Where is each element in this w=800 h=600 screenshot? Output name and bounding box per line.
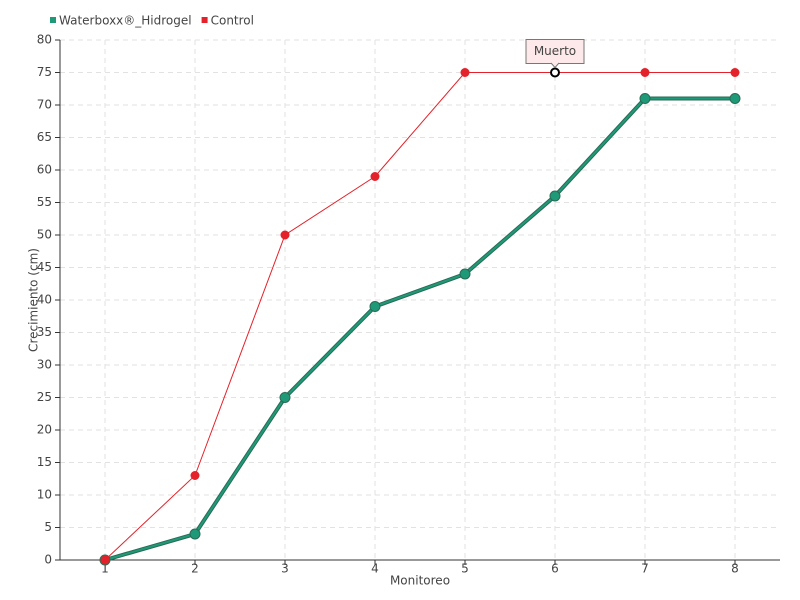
- point: [459, 268, 471, 280]
- x-tick-label: 5: [461, 562, 469, 576]
- series-line: [104, 72, 735, 561]
- annotation-box: [525, 39, 585, 64]
- point: [460, 68, 470, 77]
- y-tick-label: 60: [37, 163, 52, 177]
- x-tick-label: 4: [371, 562, 379, 576]
- y-tick-label: 40: [37, 293, 52, 307]
- legend-label: Control: [211, 14, 254, 28]
- point: [730, 68, 740, 77]
- x-tick-label: 1: [101, 562, 109, 576]
- y-tick-label: 70: [37, 98, 52, 112]
- y-tick-label: 30: [37, 358, 52, 372]
- x-tick-label: 2: [191, 562, 199, 576]
- annotation-text: Muerto: [534, 44, 576, 58]
- legend-label: Waterboxx®_Hidrogel: [59, 14, 192, 28]
- x-tick-label: 3: [281, 562, 289, 576]
- point: [550, 67, 560, 78]
- y-tick-label: 80: [37, 33, 52, 47]
- x-tick-label: 6: [551, 562, 559, 576]
- point: [279, 392, 291, 403]
- y-tick-label: 10: [37, 488, 52, 502]
- y-tick-label: 25: [37, 390, 52, 404]
- annotation: Muerto: [525, 39, 585, 69]
- point: [189, 528, 201, 540]
- point: [639, 93, 651, 104]
- y-tick-label: 35: [37, 325, 52, 339]
- point: [549, 190, 561, 202]
- y-tick-label: 5: [44, 520, 52, 534]
- point: [190, 471, 200, 480]
- y-tick-label: 75: [37, 65, 52, 79]
- legend-swatch: [50, 17, 56, 23]
- y-tick-label: 50: [37, 228, 52, 242]
- y-tick-label: 20: [37, 423, 52, 437]
- x-tick-label: 8: [731, 562, 739, 576]
- annotation-pointer: [550, 62, 560, 69]
- point: [280, 230, 290, 240]
- y-axis-label: Crecimiento (cm): [27, 248, 41, 352]
- x-tick-label: 7: [641, 562, 649, 576]
- point: [100, 555, 110, 565]
- y-tick-label: 15: [37, 455, 52, 469]
- series-line-outline: [104, 96, 735, 562]
- legend-swatch: [201, 17, 208, 23]
- point: [640, 68, 650, 77]
- point: [370, 172, 380, 181]
- y-tick-label: 45: [37, 260, 52, 274]
- x-axis-label: Monitoreo: [390, 574, 450, 588]
- point: [729, 93, 741, 104]
- y-tick-label: 65: [37, 130, 52, 144]
- y-tick-label: 55: [37, 195, 52, 209]
- point: [369, 301, 381, 312]
- y-tick-label: 0: [44, 553, 52, 567]
- series-line: [104, 97, 735, 561]
